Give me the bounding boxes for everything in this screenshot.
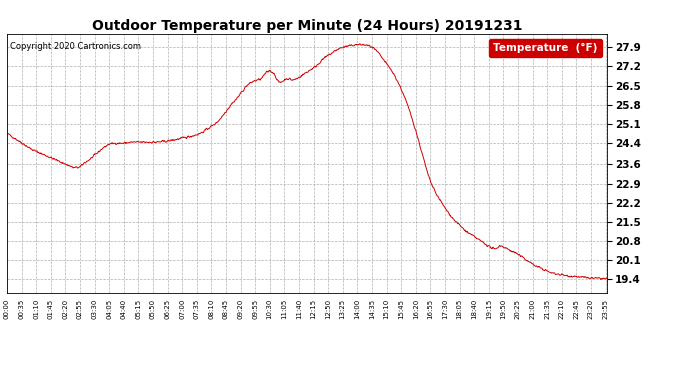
Legend: Temperature  (°F): Temperature (°F): [489, 39, 602, 57]
Text: Copyright 2020 Cartronics.com: Copyright 2020 Cartronics.com: [10, 42, 141, 51]
Title: Outdoor Temperature per Minute (24 Hours) 20191231: Outdoor Temperature per Minute (24 Hours…: [92, 19, 522, 33]
